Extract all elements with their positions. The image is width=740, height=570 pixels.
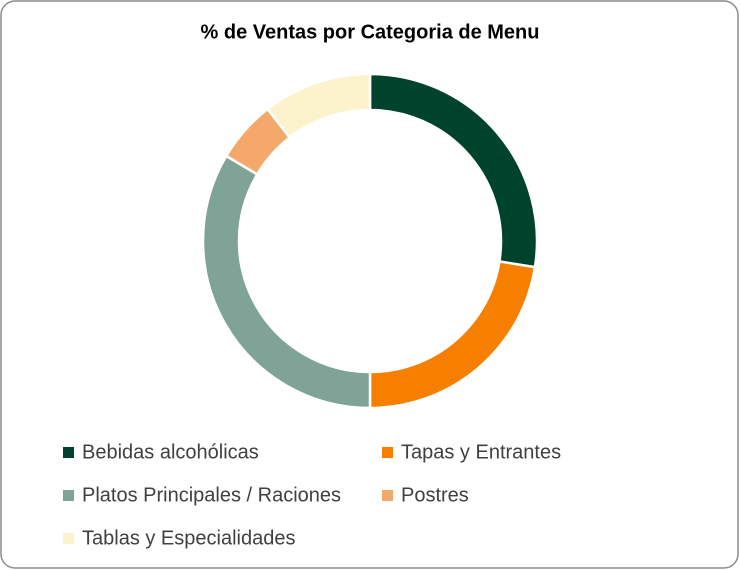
legend-swatch	[63, 447, 74, 458]
legend-label: Bebidas alcohólicas	[82, 441, 259, 463]
legend-swatch	[63, 490, 74, 501]
legend-label: Platos Principales / Raciones	[82, 484, 341, 506]
chart-title: % de Ventas por Categoria de Menu	[201, 21, 540, 43]
legend-label: Tapas y Entrantes	[401, 441, 561, 463]
legend-swatch	[382, 490, 393, 501]
donut-segment	[265, 72, 372, 140]
legend-label: Postres	[401, 484, 469, 506]
legend-swatch	[63, 533, 74, 544]
legend-swatch	[382, 447, 393, 458]
legend-label: Tablas y Especialidades	[82, 527, 295, 549]
